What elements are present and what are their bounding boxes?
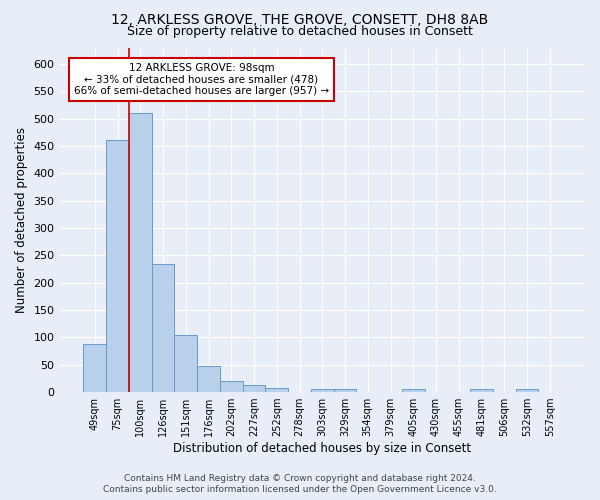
Bar bbox=[242, 385, 265, 392]
Text: Contains HM Land Registry data © Crown copyright and database right 2024.
Contai: Contains HM Land Registry data © Crown c… bbox=[103, 474, 497, 494]
Bar bbox=[83, 344, 106, 392]
X-axis label: Distribution of detached houses by size in Consett: Distribution of detached houses by size … bbox=[173, 442, 472, 455]
Bar bbox=[175, 334, 197, 392]
Bar bbox=[106, 140, 129, 392]
Bar bbox=[515, 390, 538, 392]
Bar bbox=[265, 388, 288, 392]
Bar bbox=[334, 390, 356, 392]
Bar bbox=[311, 390, 334, 392]
Bar bbox=[129, 113, 152, 392]
Bar bbox=[152, 264, 175, 392]
Text: 12, ARKLESS GROVE, THE GROVE, CONSETT, DH8 8AB: 12, ARKLESS GROVE, THE GROVE, CONSETT, D… bbox=[112, 12, 488, 26]
Y-axis label: Number of detached properties: Number of detached properties bbox=[15, 127, 28, 313]
Bar bbox=[220, 381, 242, 392]
Bar bbox=[470, 390, 493, 392]
Text: Size of property relative to detached houses in Consett: Size of property relative to detached ho… bbox=[127, 25, 473, 38]
Bar bbox=[197, 366, 220, 392]
Text: 12 ARKLESS GROVE: 98sqm
← 33% of detached houses are smaller (478)
66% of semi-d: 12 ARKLESS GROVE: 98sqm ← 33% of detache… bbox=[74, 63, 329, 96]
Bar bbox=[402, 390, 425, 392]
